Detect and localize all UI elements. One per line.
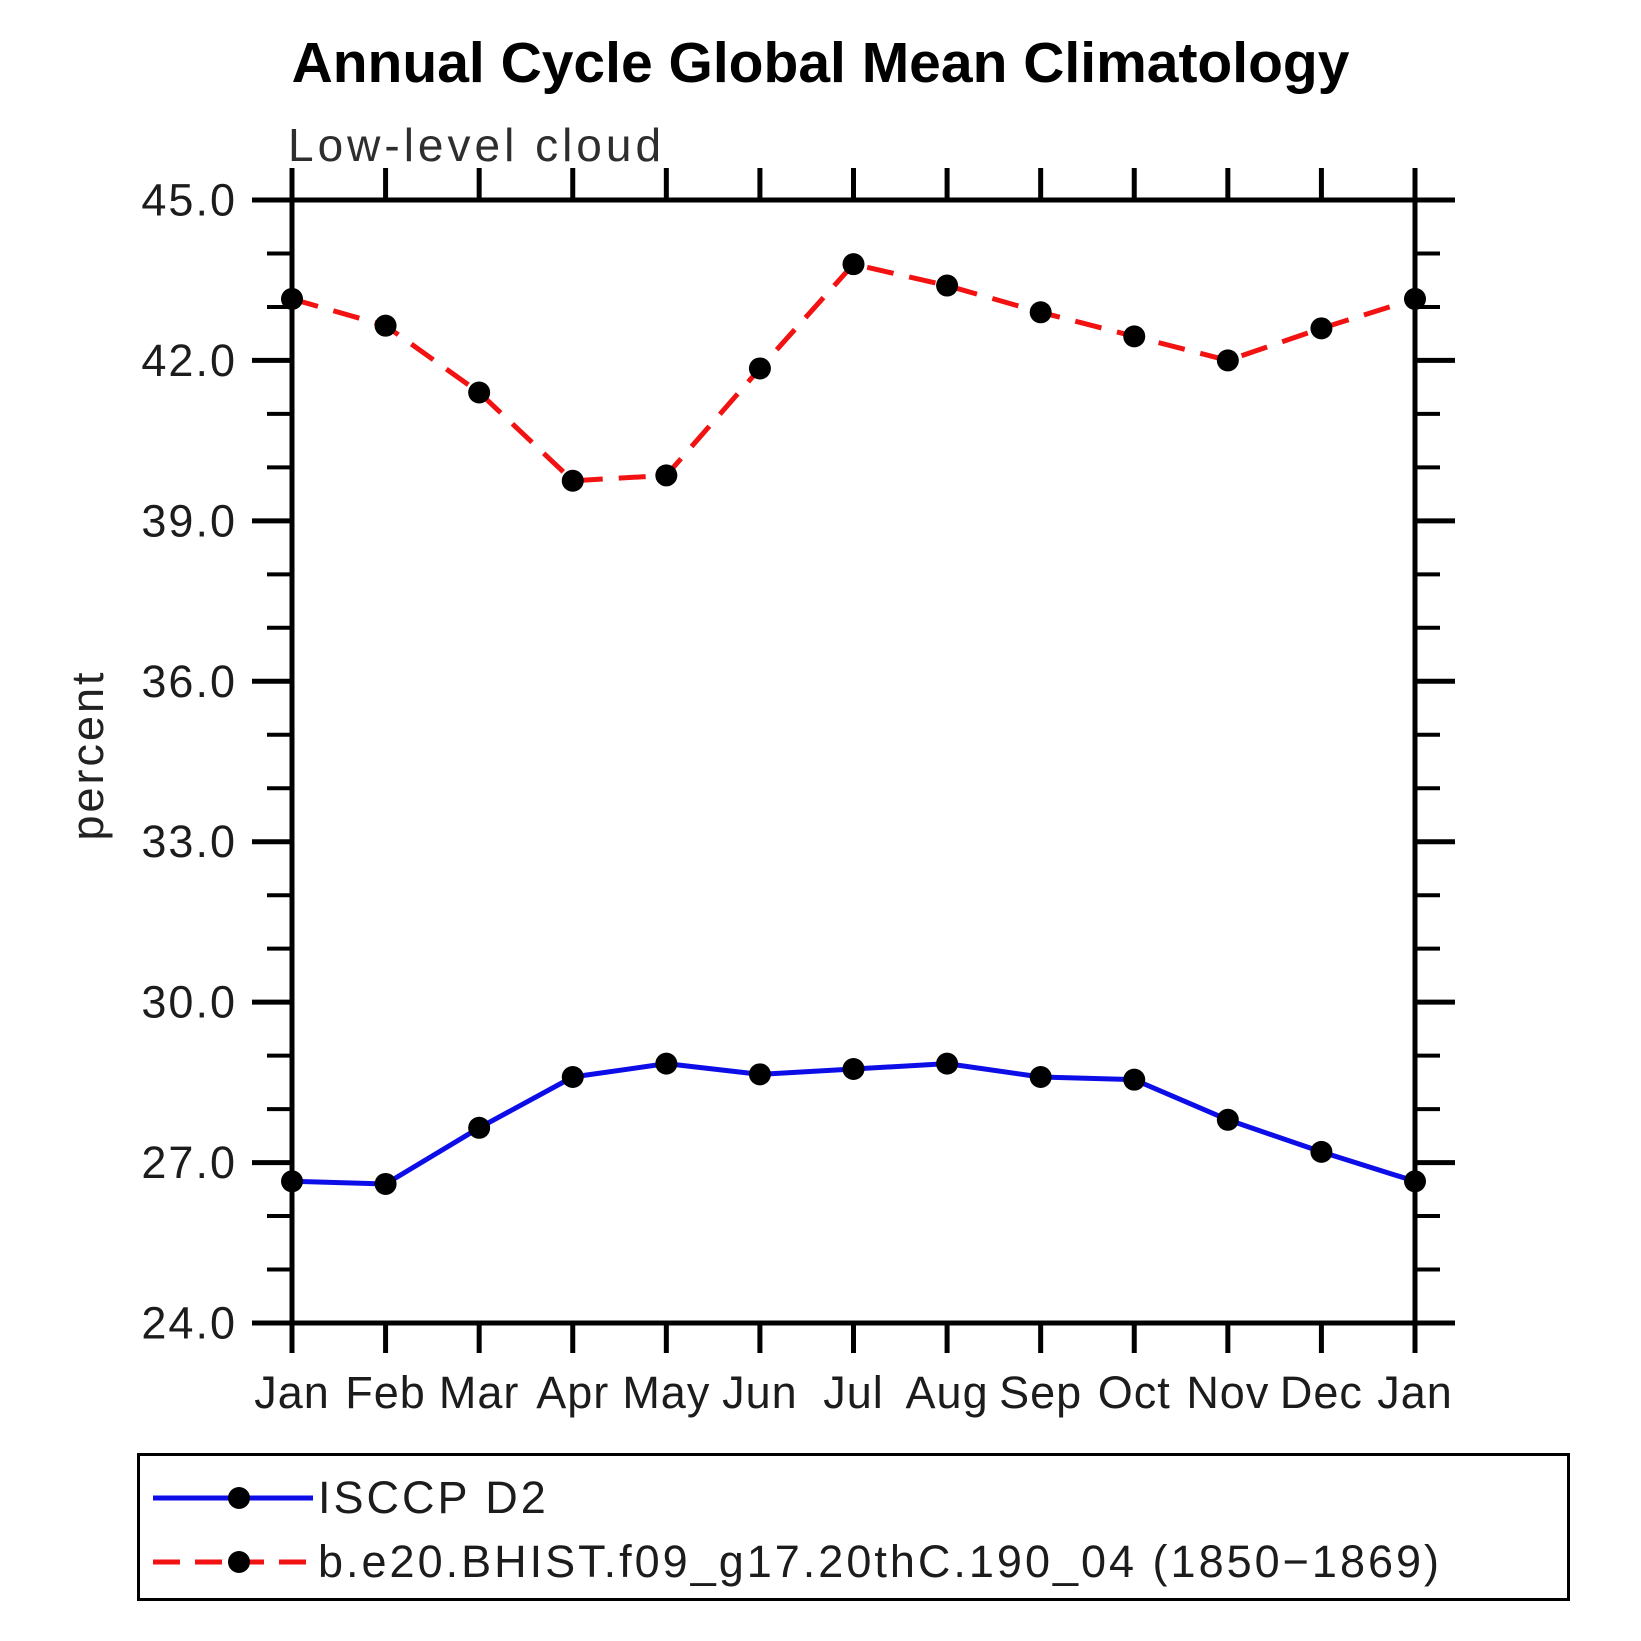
chart-subtitle: Low-level cloud: [288, 119, 666, 171]
data-point-marker-series-0: [281, 1170, 303, 1193]
series-line-1: [291, 261, 1416, 484]
y-axis-tick-label: 42.0: [141, 335, 237, 386]
y-axis-tick-label: 30.0: [141, 977, 237, 1028]
plot-frame: [289, 197, 1418, 1326]
x-axis-month-label: Feb: [345, 1367, 426, 1418]
data-point-marker-series-0: [842, 1057, 865, 1080]
y-axis-tick-label: 36.0: [141, 656, 237, 707]
legend-label-observation: ISCCP D2: [318, 1472, 549, 1523]
y-axis-tick-label: 45.0: [141, 175, 237, 226]
x-axis-month-label: Aug: [906, 1367, 989, 1418]
data-point-marker-series-1: [1404, 287, 1426, 310]
data-point-marker-series-0: [1404, 1170, 1426, 1193]
data-point-marker-series-0: [1310, 1140, 1333, 1163]
legend-swatch-solid-line: [153, 1487, 313, 1509]
legend-swatch-dashed-line: [153, 1551, 313, 1573]
data-point-marker-series-1: [842, 253, 865, 276]
data-point-marker-series-1: [1310, 317, 1333, 340]
data-point-marker-series-0: [1216, 1108, 1239, 1131]
x-axis-month-label: Oct: [1098, 1367, 1171, 1418]
data-point-marker-series-0: [1123, 1068, 1146, 1091]
legend-marker-dot: [228, 1487, 250, 1509]
data-point-marker-series-0: [468, 1116, 491, 1139]
series-line-0: [291, 1061, 1416, 1187]
data-point-marker-series-0: [655, 1052, 678, 1075]
x-axis-month-label: Jan: [254, 1367, 330, 1418]
data-point-marker-series-1: [1216, 349, 1239, 372]
data-point-marker-series-0: [1029, 1066, 1052, 1089]
x-axis-month-label: Jul: [823, 1367, 884, 1418]
data-point-marker-series-1: [468, 381, 491, 404]
x-axis-month-label: Jun: [722, 1367, 798, 1418]
data-point-marker-series-1: [374, 314, 397, 337]
x-axis-month-label: Apr: [536, 1367, 609, 1418]
y-axis-tick-label: 39.0: [141, 495, 237, 546]
legend-box: ISCCP D2 b.e20.BHIST.f09_g17.20thC.190_0…: [137, 1453, 1570, 1601]
chart-title: Annual Cycle Global Mean Climatology: [291, 31, 1350, 95]
data-point-marker-series-1: [1029, 301, 1052, 324]
x-axis-month-label: Jan: [1377, 1367, 1453, 1418]
data-point-marker-series-0: [561, 1066, 584, 1089]
legend-label-model-run: b.e20.BHIST.f09_g17.20thC.190_04 (1850−1…: [318, 1536, 1443, 1587]
data-point-marker-series-1: [561, 469, 584, 492]
data-point-marker-series-0: [374, 1172, 397, 1195]
data-point-marker-series-1: [1123, 325, 1146, 348]
data-point-marker-series-0: [748, 1063, 771, 1086]
y-axis-tick-label: 24.0: [141, 1298, 237, 1349]
y-axis-tick-label: 27.0: [141, 1137, 237, 1188]
data-point-marker-series-1: [655, 464, 678, 487]
legend-marker-dot: [228, 1551, 250, 1573]
x-axis-month-label: May: [622, 1367, 710, 1418]
x-axis-month-label: Mar: [439, 1367, 520, 1418]
legend-entry-model-run: b.e20.BHIST.f09_g17.20thC.190_04 (1850−1…: [140, 1530, 1567, 1594]
x-axis-month-label: Nov: [1186, 1367, 1269, 1418]
x-axis-month-label: Dec: [1280, 1367, 1363, 1418]
legend-entry-isccp-d2: ISCCP D2: [140, 1466, 1567, 1530]
data-point-marker-series-1: [281, 287, 303, 310]
data-point-marker-series-1: [748, 357, 771, 380]
data-point-marker-series-0: [936, 1052, 959, 1075]
data-point-marker-series-1: [936, 274, 959, 297]
y-axis-tick-label: 33.0: [141, 816, 237, 867]
x-axis-month-label: Sep: [999, 1367, 1082, 1418]
